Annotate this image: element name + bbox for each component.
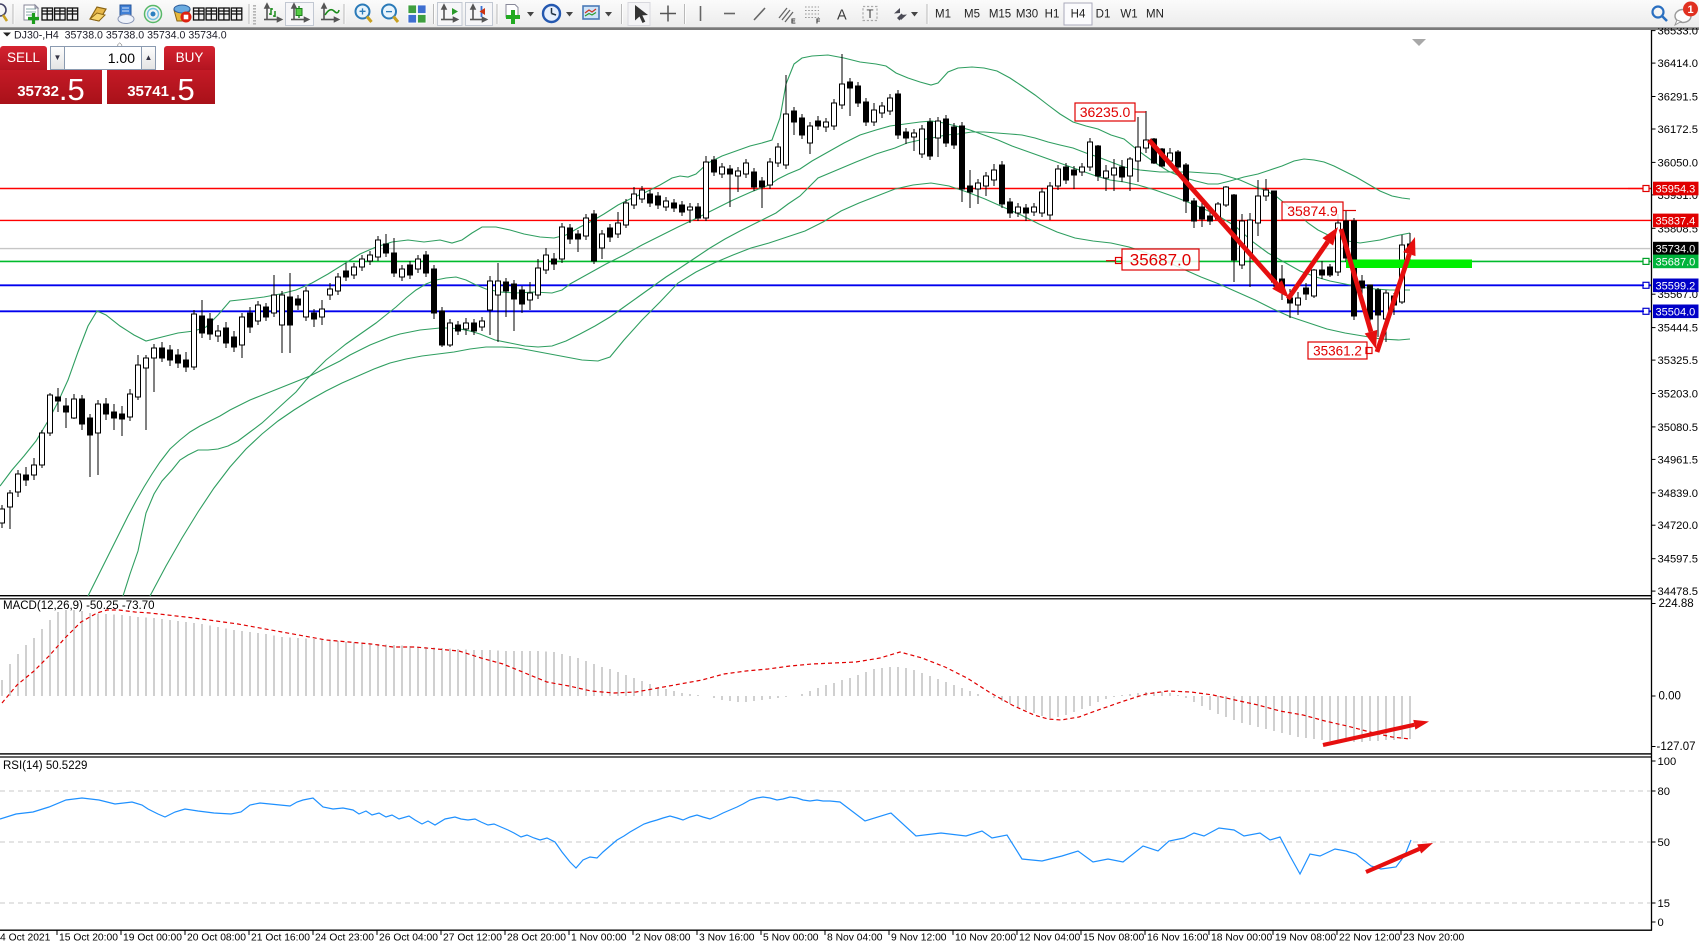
svg-text:4 Oct 2021: 4 Oct 2021 xyxy=(0,933,51,942)
svg-text:M5: M5 xyxy=(964,9,980,21)
svg-text:19 Nov 08:00: 19 Nov 08:00 xyxy=(1275,933,1337,942)
svg-text:19 Oct 00:00: 19 Oct 00:00 xyxy=(123,933,182,942)
svg-text:34478.5: 34478.5 xyxy=(1658,586,1698,598)
svg-text:−: − xyxy=(385,5,392,19)
svg-text:A: A xyxy=(837,8,847,24)
svg-text:36172.5: 36172.5 xyxy=(1658,124,1698,136)
svg-text:36533.0: 36533.0 xyxy=(1658,26,1698,38)
svg-text:36235.0: 36235.0 xyxy=(1080,104,1131,120)
svg-text:H4: H4 xyxy=(1071,9,1086,21)
svg-text:MN: MN xyxy=(1146,9,1164,21)
svg-text:16 Nov 16:00: 16 Nov 16:00 xyxy=(1147,933,1209,942)
svg-text:35080.5: 35080.5 xyxy=(1658,422,1698,434)
svg-text:34720.0: 34720.0 xyxy=(1658,520,1698,532)
svg-text:MACD(12,26,9) -50.25 -73.70: MACD(12,26,9) -50.25 -73.70 xyxy=(3,600,155,612)
svg-text:35203.0: 35203.0 xyxy=(1658,389,1698,401)
svg-text:20 Oct 08:00: 20 Oct 08:00 xyxy=(187,933,246,942)
svg-text:35734.0: 35734.0 xyxy=(1656,244,1696,256)
svg-text:DJ30-,H4 35738.0 35738.0 3573: DJ30-,H4 35738.0 35738.0 35734.0 35734.0 xyxy=(14,30,227,42)
svg-text:10 Nov 20:00: 10 Nov 20:00 xyxy=(955,933,1017,942)
svg-text:2 Nov 08:00: 2 Nov 08:00 xyxy=(635,933,691,942)
svg-text:34839.0: 34839.0 xyxy=(1658,488,1698,500)
svg-text:M30: M30 xyxy=(1016,9,1038,21)
svg-text:36291.5: 36291.5 xyxy=(1658,92,1698,104)
svg-text:22 Nov 12:00: 22 Nov 12:00 xyxy=(1339,933,1401,942)
svg-text:0.00: 0.00 xyxy=(1659,691,1681,703)
svg-text:35567.0: 35567.0 xyxy=(1658,289,1698,301)
svg-text:35687.0: 35687.0 xyxy=(1130,251,1191,270)
svg-text:50: 50 xyxy=(1658,837,1670,849)
svg-text:28 Oct 20:00: 28 Oct 20:00 xyxy=(507,933,566,942)
svg-text:◇: ◇ xyxy=(117,42,123,49)
svg-text:34597.5: 34597.5 xyxy=(1658,554,1698,566)
svg-text:3 Nov 16:00: 3 Nov 16:00 xyxy=(699,933,755,942)
svg-text:35504.0: 35504.0 xyxy=(1656,306,1696,318)
svg-text:9 Nov 12:00: 9 Nov 12:00 xyxy=(891,933,947,942)
svg-text:35687.0: 35687.0 xyxy=(1656,256,1696,268)
svg-text:36050.0: 36050.0 xyxy=(1658,157,1698,169)
svg-text:21 Oct 16:00: 21 Oct 16:00 xyxy=(251,933,310,942)
svg-text:M1: M1 xyxy=(935,9,951,21)
svg-text:12 Nov 04:00: 12 Nov 04:00 xyxy=(1019,933,1081,942)
svg-text:224.88: 224.88 xyxy=(1659,598,1694,610)
svg-text:27 Oct 12:00: 27 Oct 12:00 xyxy=(443,933,502,942)
svg-text:8 Nov 04:00: 8 Nov 04:00 xyxy=(827,933,883,942)
svg-text:-127.07: -127.07 xyxy=(1657,741,1696,753)
svg-text:15: 15 xyxy=(1658,898,1670,910)
svg-text:26 Oct 04:00: 26 Oct 04:00 xyxy=(379,933,438,942)
svg-text:5 Nov 00:00: 5 Nov 00:00 xyxy=(763,933,819,942)
svg-text:35599.2: 35599.2 xyxy=(1656,280,1696,292)
svg-text:35954.3: 35954.3 xyxy=(1656,184,1696,196)
svg-text:34961.5: 34961.5 xyxy=(1658,454,1698,466)
svg-text:H1: H1 xyxy=(1045,9,1060,21)
svg-text:35361.2: 35361.2 xyxy=(1313,343,1362,358)
svg-text:1: 1 xyxy=(1687,4,1693,16)
svg-text:35837.4: 35837.4 xyxy=(1656,215,1696,227)
svg-text:M15: M15 xyxy=(989,9,1011,21)
svg-text:15 Nov 08:00: 15 Nov 08:00 xyxy=(1083,933,1145,942)
svg-text:T: T xyxy=(867,9,874,21)
svg-text:15 Oct 20:00: 15 Oct 20:00 xyxy=(59,933,118,942)
svg-text:18 Nov 00:00: 18 Nov 00:00 xyxy=(1211,933,1273,942)
svg-text:E: E xyxy=(791,19,796,26)
svg-text:F: F xyxy=(816,19,821,26)
svg-text:0: 0 xyxy=(1658,917,1664,929)
svg-text:+: + xyxy=(359,5,366,19)
svg-text:D1: D1 xyxy=(1096,9,1111,21)
svg-text:35444.5: 35444.5 xyxy=(1658,323,1698,335)
svg-text:35325.5: 35325.5 xyxy=(1658,355,1698,367)
svg-text:24 Oct 23:00: 24 Oct 23:00 xyxy=(315,933,374,942)
svg-text:23 Nov 20:00: 23 Nov 20:00 xyxy=(1403,933,1465,942)
svg-text:36414.0: 36414.0 xyxy=(1658,58,1698,70)
svg-text:35874.9: 35874.9 xyxy=(1287,203,1338,219)
svg-text:100: 100 xyxy=(1658,756,1677,768)
svg-text:W1: W1 xyxy=(1120,9,1137,21)
svg-text:80: 80 xyxy=(1658,786,1670,798)
svg-text:RSI(14) 50.5229: RSI(14) 50.5229 xyxy=(3,760,87,772)
svg-text:1 Nov 00:00: 1 Nov 00:00 xyxy=(571,933,627,942)
